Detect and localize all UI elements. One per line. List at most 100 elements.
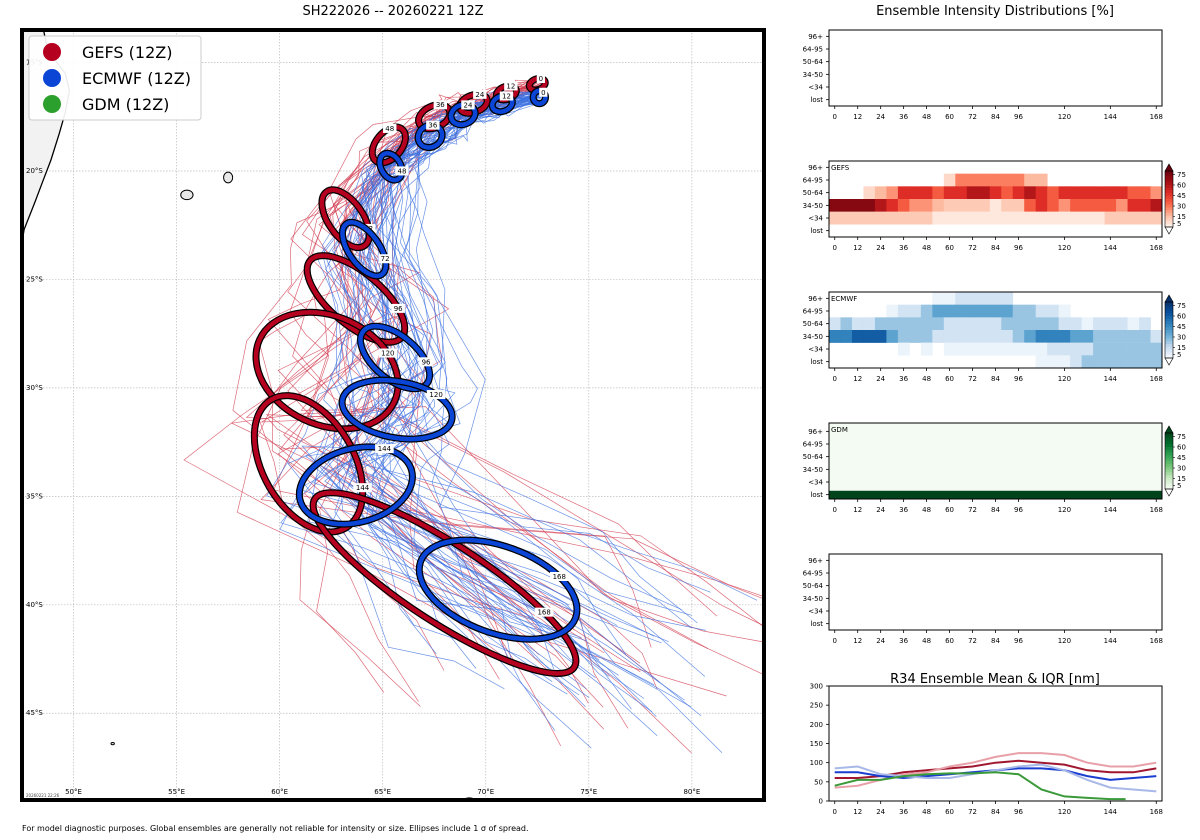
ellipse-hour-label: 168: [549, 572, 569, 582]
colorbar-tick-label: 45: [1177, 454, 1186, 462]
svg-text:12: 12: [506, 82, 515, 90]
hour-tick-label: 60: [945, 244, 954, 252]
uncertainty-ellipses: 0122436487296120144168012243648729612014…: [250, 74, 581, 677]
heat-cell: [909, 304, 922, 318]
svg-text:120: 120: [381, 350, 394, 358]
heat-cell: [1058, 304, 1071, 318]
intensity-panel: 96+ 64-95 50-64 34-50 <34 lost 0 12 24 36 48 60 72 84…: [803, 29, 1163, 121]
colorbar-tick-label: 45: [1177, 323, 1186, 331]
island-coast: [180, 189, 194, 201]
heat-cell: [1093, 342, 1105, 356]
hour-tick-label: 60: [945, 113, 954, 121]
forecast-ellipse: 120: [338, 376, 456, 443]
hour-tick-label: 84: [991, 113, 1000, 121]
heat-cell: [1001, 304, 1014, 318]
legend-marker: [43, 43, 61, 61]
intensity-category-label: 34-50: [803, 333, 823, 341]
heat-cell: [1058, 355, 1071, 369]
svg-text:36: 36: [436, 101, 445, 109]
forecast-ellipse: 12: [488, 91, 516, 116]
colorbar-tick-label: 75: [1177, 171, 1186, 179]
island-coast: [223, 171, 234, 184]
heat-cell: [1104, 317, 1117, 331]
heat-cell: [863, 330, 876, 343]
heat-cell: [1024, 186, 1037, 200]
heat-cell: [932, 211, 945, 225]
intensity-panel: GDM 96+ 64-95 50-64 34-50 <34 lost 0 12 24 36 48 60 7…: [803, 422, 1186, 514]
colorbar-tick-label: 45: [1177, 192, 1186, 200]
intensity-category-label: 64-95: [803, 177, 823, 185]
heat-cell: [1116, 330, 1128, 343]
heat-cell: [955, 342, 968, 356]
map-timestamp: 20260221 22:26: [26, 793, 60, 798]
intensity-category-label: 96+: [808, 428, 823, 436]
hour-tick-label: 0: [833, 637, 837, 645]
heat-cell: [978, 292, 991, 305]
r34-y-tick-label: 300: [810, 683, 823, 691]
heat-cell: [874, 317, 887, 331]
heat-cell: [920, 211, 933, 225]
intensity-category-label: 96+: [808, 164, 823, 172]
heat-cell: [955, 304, 968, 318]
heat-cell: [1012, 199, 1025, 212]
heat-cell: [989, 211, 1002, 225]
heat-cell: [943, 186, 956, 200]
heat-cell: [978, 199, 991, 212]
hour-tick-label: 12: [853, 637, 862, 645]
ellipse-hour-label: 120: [426, 390, 446, 400]
ellipse-hour-label: 96: [391, 303, 405, 313]
ellipse-hour-label: 0: [536, 74, 545, 83]
hour-tick-label: 120: [1058, 244, 1071, 252]
svg-text:0: 0: [539, 75, 543, 83]
heat-cell: [829, 330, 841, 343]
colorbar-tick-label: 15: [1177, 475, 1186, 483]
heat-cell: [978, 330, 991, 343]
heat-cell: [966, 342, 979, 356]
hour-tick-label: 48: [922, 375, 931, 383]
heat-cell: [863, 199, 876, 212]
heat-cell: [1116, 342, 1128, 356]
heat-cell: [943, 342, 956, 356]
intensity-category-label: 64-95: [803, 441, 823, 449]
r34-x-tick-label: 24: [876, 808, 885, 816]
hour-tick-label: 24: [876, 375, 885, 383]
heat-cell: [840, 317, 853, 331]
heat-cell: [1070, 186, 1083, 200]
ellipse-hour-label: 24: [461, 100, 475, 110]
island-coast: [110, 742, 115, 746]
heat-cell: [932, 292, 945, 305]
r34-x-tick-label: 0: [833, 808, 837, 816]
hour-tick-label: 144: [1104, 113, 1118, 121]
heat-cell: [1093, 330, 1105, 343]
legend-label: ECMWF (12Z): [82, 69, 191, 88]
heat-cell: [829, 490, 1162, 499]
heat-cell: [840, 330, 853, 343]
heat-cell: [1058, 330, 1071, 343]
colorbar-tick-label: 5: [1177, 351, 1181, 359]
heat-cell: [1127, 342, 1140, 356]
r34-frame: [828, 685, 1163, 802]
heat-cell: [840, 211, 853, 225]
r34-title: R34 Ensemble Mean & IQR [nm]: [890, 672, 1100, 687]
r34-x-tick-label: 36: [899, 808, 908, 816]
colorbar-tick-label: 30: [1177, 334, 1186, 342]
lat-tick-label: 35°S: [26, 492, 43, 500]
heat-cell: [1150, 211, 1163, 225]
heat-cell: [1081, 342, 1094, 356]
heat-cell: [1139, 186, 1151, 200]
legend-label: GDM (12Z): [82, 95, 169, 114]
heat-cell: [1058, 317, 1071, 331]
heat-cell: [1047, 304, 1060, 318]
heat-cell: [1093, 355, 1105, 369]
heat-cell: [1047, 330, 1060, 343]
heat-cell: [1093, 186, 1105, 200]
lon-tick-label: 60°E: [271, 788, 288, 796]
track-map: 0122436487296120144168012243648729612014…: [20, 28, 766, 802]
intensity-category-label: <34: [808, 84, 823, 92]
svg-text:36: 36: [428, 122, 437, 130]
colorbar-tick-label: 15: [1177, 344, 1186, 352]
heat-cell: [1081, 317, 1094, 331]
heat-cell: [909, 330, 922, 343]
heat-cell: [943, 292, 956, 305]
heat-cell: [1116, 355, 1128, 369]
